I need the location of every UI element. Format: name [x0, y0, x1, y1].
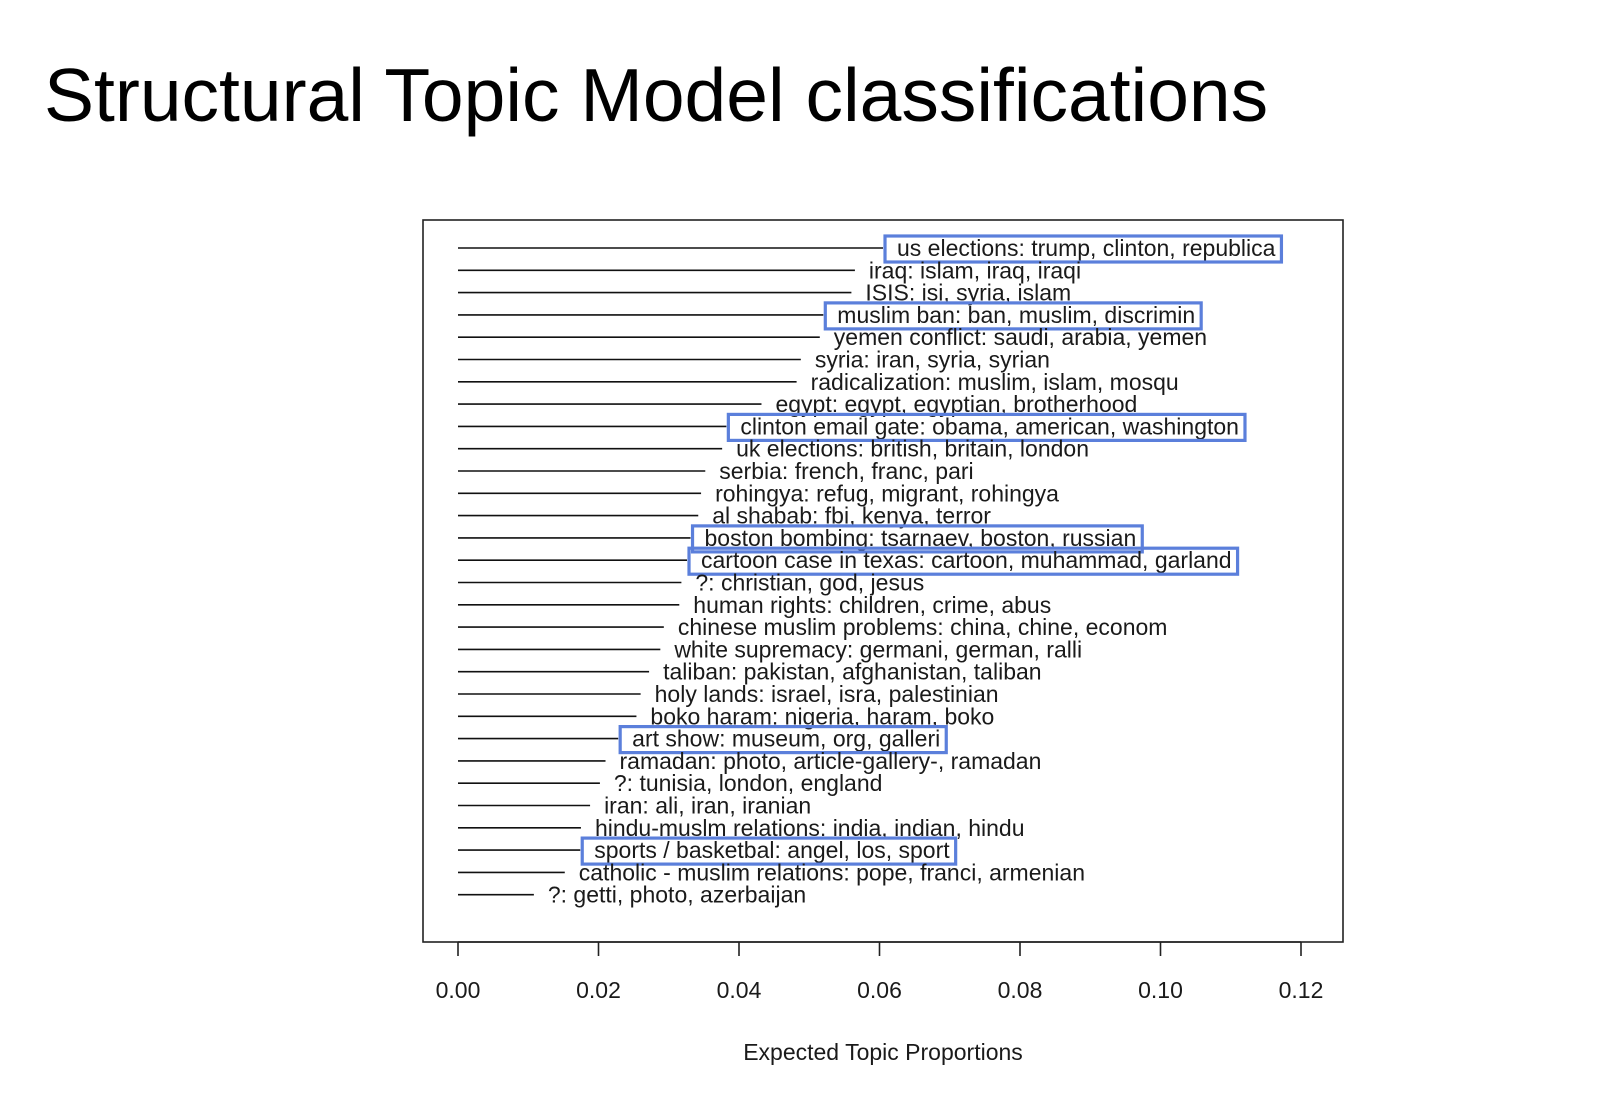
topic-label: al shabab: fbi, kenya, terror: [712, 503, 991, 529]
topic-label: rohingya: refug, migrant, rohingya: [715, 480, 1059, 506]
topic-highlight-box: [823, 301, 1203, 331]
topic-label: art show: museum, org, galleri: [632, 726, 940, 752]
topic-label: chinese muslim problems: china, chine, e…: [678, 614, 1168, 640]
topic-label: iraq: islam, iraq, iraqi: [869, 257, 1081, 283]
topic-label: radicalization: muslim, islam, mosqu: [811, 369, 1179, 395]
topic-highlight-box: [618, 724, 948, 755]
topic-label: muslim ban: ban, muslim, discrimin: [837, 302, 1195, 328]
topic-label: us elections: trump, clinton, republica: [897, 235, 1276, 261]
topic-highlight-box: [580, 836, 958, 866]
topic-label: ?: getti, photo, azerbaijan: [548, 882, 806, 908]
x-axis: 0.00 0.02 0.04 0.06 0.08 0.10 0.12: [436, 941, 1324, 1003]
topic-label: holy lands: israel, isra, palestinian: [655, 681, 999, 707]
x-tick-label: 0.04: [717, 977, 762, 1003]
topic-highlight-box: [690, 524, 1144, 554]
topic-label: ISIS: isi, syria, islam: [865, 280, 1071, 306]
topic-label: egypt: egypt, egyptian, brotherhood: [775, 391, 1137, 417]
topic-highlight-box: [726, 412, 1247, 442]
x-tick-label: 0.06: [857, 977, 902, 1003]
topic-label: clinton email gate: obama, american, was…: [740, 413, 1239, 439]
topic-label: cartoon case in texas: cartoon, muhammad…: [701, 547, 1232, 573]
x-tick-label: 0.02: [576, 977, 621, 1003]
plot-frame: [422, 219, 1344, 943]
x-axis-title: Expected Topic Proportions: [743, 1039, 1023, 1065]
x-tick-label: 0.00: [436, 977, 481, 1003]
x-tick-label: 0.12: [1279, 977, 1324, 1003]
topic-label: iran: ali, iran, iranian: [604, 793, 811, 819]
topic-label: sports / basketbal: angel, los, sport: [594, 837, 950, 863]
topic-label: ramadan: photo, article-gallery-, ramada…: [620, 748, 1042, 774]
topic-label: white supremacy: germani, german, ralli: [673, 636, 1082, 662]
chart-marks: us elections: trump, clinton, republicai…: [458, 234, 1284, 908]
topic-label: taliban: pakistan, afghanistan, taliban: [663, 659, 1042, 685]
topic-label: boko haram: nigeria, haram, boko: [650, 703, 994, 729]
x-tick-label: 0.08: [998, 977, 1043, 1003]
topic-highlight-box: [687, 546, 1240, 576]
topic-label: ?: tunisia, london, england: [614, 770, 883, 796]
topic-label: syria: iran, syria, syrian: [815, 347, 1050, 373]
slide-title: Structural Topic Model classifications: [44, 53, 1269, 137]
topic-label: boston bombing: tsarnaev, boston, russia…: [705, 525, 1137, 551]
topic-label: catholic - muslim relations: pope, franc…: [579, 859, 1085, 885]
topic-label: uk elections: british, britain, london: [736, 436, 1089, 462]
topic-highlight-box: [883, 234, 1284, 264]
topic-label: ?: christian, god, jesus: [695, 570, 924, 596]
topic-label: human rights: children, crime, abus: [693, 592, 1051, 618]
topic-label: yemen conflict: saudi, arabia, yemen: [834, 324, 1207, 350]
topic-label: serbia: french, franc, pari: [719, 458, 973, 484]
x-tick-label: 0.10: [1138, 977, 1183, 1003]
topic-label: hindu-muslm relations: india, indian, hi…: [595, 815, 1025, 841]
